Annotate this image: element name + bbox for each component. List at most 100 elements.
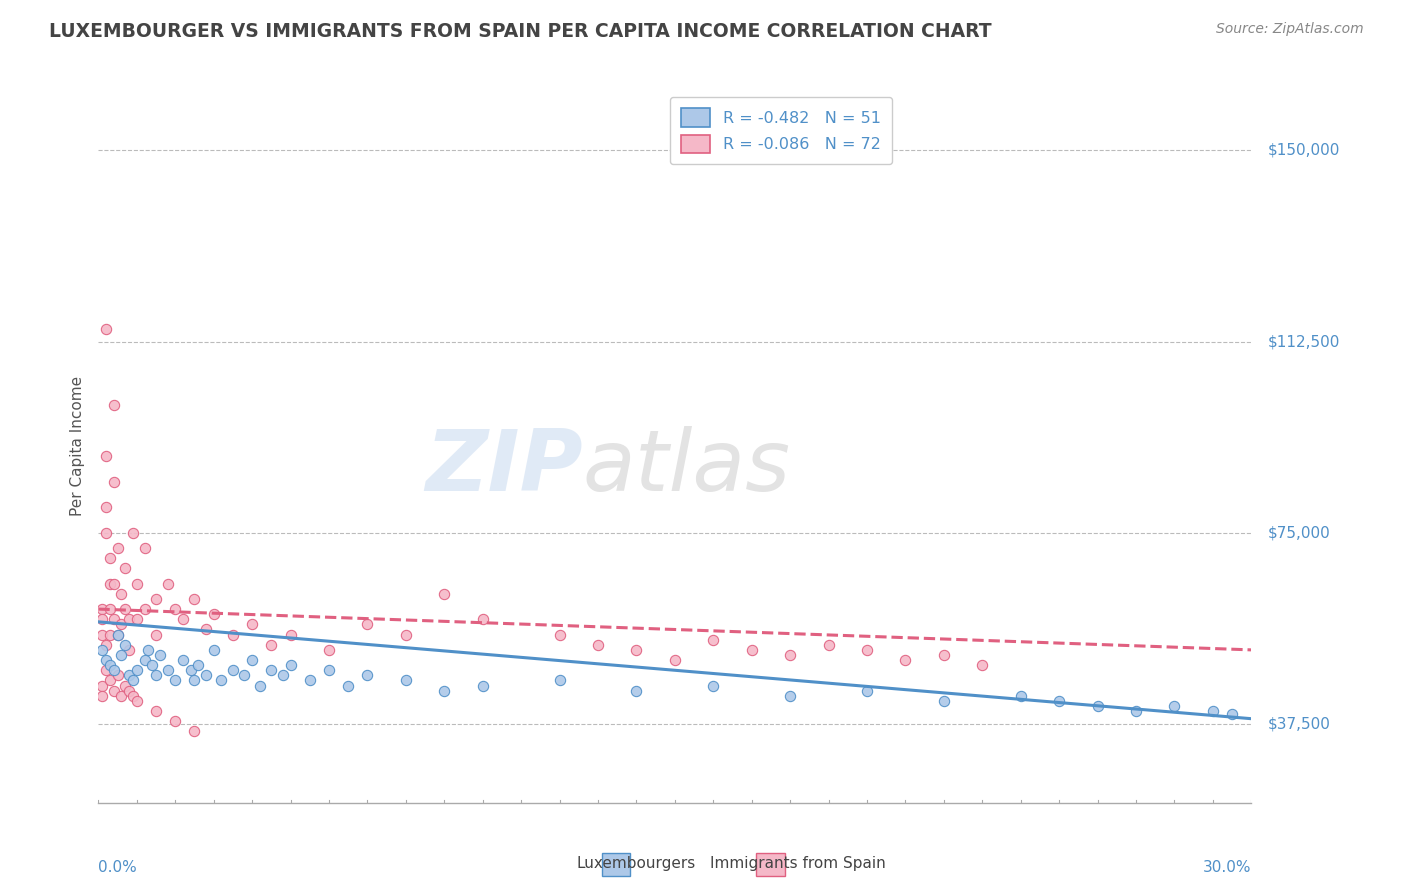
Point [103,475,125,489]
Point [91,643,114,657]
Point [91,602,114,616]
Point [1087,698,1109,713]
Point [91,627,114,641]
Point [626,643,648,657]
Point [125,694,148,708]
Point [932,694,955,708]
Point [118,668,141,682]
Point [110,689,132,703]
Point [94,500,117,515]
Point [118,612,141,626]
Point [156,663,179,677]
Point [240,653,263,667]
Point [195,668,218,682]
Point [318,663,340,677]
Point [94,449,117,463]
Text: atlas: atlas [582,425,790,509]
Point [548,627,571,641]
Point [172,653,194,667]
Text: Luxembourgers: Luxembourgers [576,856,696,871]
Point [779,689,801,703]
Point [471,612,494,626]
Point [134,602,156,616]
Point [110,617,132,632]
Point [114,602,136,616]
Point [702,679,724,693]
Point [195,623,218,637]
Point [433,587,456,601]
Point [183,724,205,739]
Point [298,673,321,688]
Point [107,627,129,641]
Point [1047,694,1070,708]
Point [114,679,136,693]
Point [664,653,686,667]
Legend: R = -0.482   N = 51, R = -0.086   N = 72: R = -0.482 N = 51, R = -0.086 N = 72 [669,97,891,164]
Point [318,643,340,657]
Point [548,673,571,688]
Point [138,643,160,657]
Point [156,576,179,591]
Point [125,663,148,677]
Point [149,648,172,662]
Point [187,658,209,673]
Point [125,576,148,591]
Point [165,602,187,616]
Point [240,617,263,632]
Point [98,576,121,591]
Point [94,663,117,677]
Point [271,668,294,682]
Point [91,679,114,693]
Text: $150,000: $150,000 [1268,143,1340,158]
Point [98,627,121,641]
Point [145,591,167,606]
Point [94,653,117,667]
Point [145,668,167,682]
Point [103,683,125,698]
Point [280,627,302,641]
Point [103,663,125,677]
Point [165,714,187,729]
Text: $37,500: $37,500 [1268,716,1331,731]
Point [222,663,245,677]
Point [395,673,418,688]
Point [395,627,418,641]
Text: $75,000: $75,000 [1268,525,1330,541]
Point [103,398,125,412]
Point [1202,704,1225,718]
Point [280,658,302,673]
Point [932,648,955,662]
Point [122,673,145,688]
Point [222,627,245,641]
Text: $112,500: $112,500 [1268,334,1340,349]
Text: LUXEMBOURGER VS IMMIGRANTS FROM SPAIN PER CAPITA INCOME CORRELATION CHART: LUXEMBOURGER VS IMMIGRANTS FROM SPAIN PE… [49,22,991,41]
Point [107,668,129,682]
Text: ZIP: ZIP [425,425,582,509]
Point [145,704,167,718]
Text: 30.0%: 30.0% [1204,860,1251,875]
Point [118,643,141,657]
Point [125,612,148,626]
Point [972,658,994,673]
Point [779,648,801,662]
Point [741,643,763,657]
Point [260,663,283,677]
Point [172,612,194,626]
Point [98,551,121,566]
Point [98,673,121,688]
Point [122,689,145,703]
Point [114,638,136,652]
Point [1010,689,1032,703]
Point [165,673,187,688]
Point [1220,706,1243,721]
Point [107,541,129,555]
Point [180,663,202,677]
Point [702,632,724,647]
Point [894,653,917,667]
Point [110,587,132,601]
Text: Source: ZipAtlas.com: Source: ZipAtlas.com [1216,22,1364,37]
Text: Immigrants from Spain: Immigrants from Spain [710,856,886,871]
Point [91,612,114,626]
Point [107,627,129,641]
Point [118,683,141,698]
